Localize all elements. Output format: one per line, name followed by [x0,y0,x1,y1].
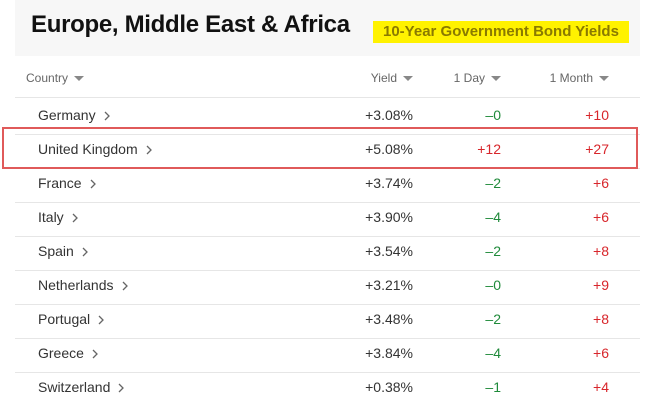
chevron-icon [122,281,128,291]
country-name: Netherlands [38,277,114,293]
column-header-label: 1 Month [549,71,593,85]
country-name: Spain [38,243,74,259]
row-separator [15,202,640,203]
subtitle-highlight: 10-Year Government Bond Yields [373,21,629,43]
day-change: –1 [485,379,501,395]
row-highlight-box [2,127,638,169]
month-change: +8 [593,243,609,259]
yield-value: +3.90% [365,209,413,225]
sort-arrow [403,76,413,82]
month-change: +27 [585,141,609,157]
yield-value: +3.84% [365,345,413,361]
day-change: –2 [485,243,501,259]
chevron-icon [82,247,88,257]
day-change: –2 [485,311,501,327]
country-name: Germany [38,107,96,123]
chevron-icon [92,349,98,359]
month-change: +10 [585,107,609,123]
country-name: Greece [38,345,84,361]
column-header[interactable]: Country [26,70,85,86]
yield-value: +3.54% [365,243,413,259]
yield-value: +3.21% [365,277,413,293]
row-separator [15,270,640,271]
row-separator [15,134,640,135]
month-change: +4 [593,379,609,395]
chevron-icon [118,383,125,393]
country-name: France [38,175,82,191]
sort-arrow [491,76,501,82]
yield-value: +3.48% [365,311,413,327]
country-link[interactable]: United Kingdom [38,139,152,159]
country-name: United Kingdom [38,141,138,157]
month-change: +6 [593,209,609,225]
chevron-icon [72,213,78,223]
country-link[interactable]: Switzerland [38,377,125,397]
row-separator [15,97,640,98]
chevron-icon [146,145,152,155]
sort-arrow [599,76,609,82]
yield-value: +3.08% [365,107,413,123]
day-change: +12 [477,141,501,157]
country-link[interactable]: Greece [38,343,98,363]
country-link[interactable]: France [38,173,96,193]
month-change: +6 [593,175,609,191]
month-change: +6 [593,345,609,361]
day-change: –0 [485,277,501,293]
yield-value: +5.08% [365,141,413,157]
yield-value: +3.74% [365,175,413,191]
day-change: –4 [485,209,501,225]
month-change: +8 [593,311,609,327]
column-header-label: Country [26,71,69,85]
day-change: –2 [485,175,501,191]
yield-value: +0.38% [365,379,413,395]
day-change: –4 [485,345,501,361]
chevron-icon [90,179,96,189]
page-title: Europe, Middle East & Africa [31,11,350,38]
country-link[interactable]: Spain [38,241,88,261]
row-separator [15,304,640,305]
column-header-label: 1 Day [453,71,485,85]
country-name: Switzerland [38,379,111,395]
chevron-icon [98,315,105,325]
column-header-label: Yield [370,71,397,85]
column-header[interactable]: 1 Day [454,70,501,86]
country-name: Portugal [38,311,91,327]
chevron-icon [104,111,110,121]
month-change: +9 [593,277,609,293]
row-separator [15,372,640,373]
sort-arrow [74,76,85,82]
country-link[interactable]: Italy [38,207,78,227]
country-link[interactable]: Netherlands [38,275,128,295]
column-header[interactable]: 1 Month [550,70,609,86]
row-separator [15,338,640,339]
day-change: –0 [485,107,501,123]
country-link[interactable]: Portugal [38,309,105,329]
row-separator [15,236,640,237]
country-name: Italy [38,209,64,225]
column-header[interactable]: Yield [371,70,413,86]
country-link[interactable]: Germany [38,105,110,125]
